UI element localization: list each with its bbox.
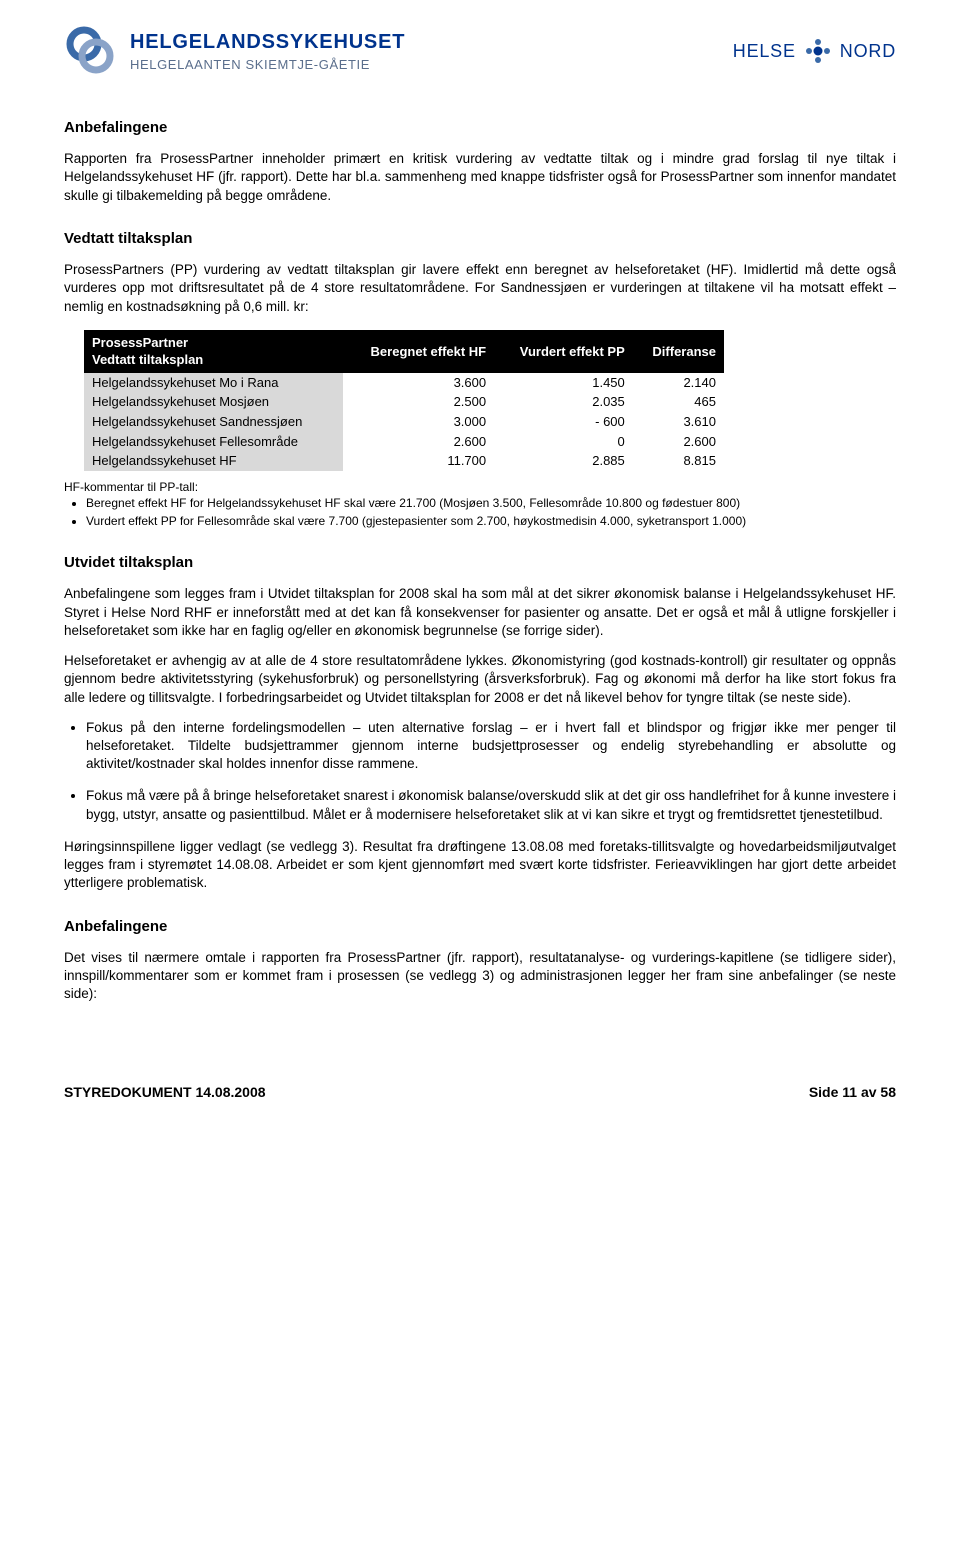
para-vedtatt-1: ProsessPartners (PP) vurdering av vedtat…	[64, 261, 896, 316]
footer-left: STYREDOKUMENT 14.08.2008	[64, 1083, 266, 1102]
para-utvidet-1: Anbefalingene som legges fram i Utvidet …	[64, 585, 896, 640]
utvidet-bullets: Fokus på den interne fordelingsmodellen …	[64, 719, 896, 824]
logo-title: HELGELANDSSYKEHUSET	[130, 29, 405, 56]
brand-right-word: NORD	[840, 39, 896, 63]
logo-left: HELGELANDSSYKEHUSET HELGELAANTEN SKIEMTJ…	[64, 24, 405, 78]
th-diff: Differanse	[633, 330, 724, 373]
brand-right: HELSE NORD	[733, 37, 896, 65]
hf-comment-list: Beregnet effekt HF for Helgelandssykehus…	[64, 495, 896, 529]
page-header: HELGELANDSSYKEHUSET HELGELAANTEN SKIEMTJ…	[64, 24, 896, 78]
logo-subtitle: HELGELAANTEN SKIEMTJE-GÅETIE	[130, 56, 405, 74]
table-row-total: Helgelandssykehuset HF 11.700 2.885 8.81…	[84, 451, 724, 471]
para-utvidet-3: Høringsinnspillene ligger vedlagt (se ve…	[64, 838, 896, 893]
para-utvidet-2: Helseforetaket er avhengig av at alle de…	[64, 652, 896, 707]
tiltaksplan-table: ProsessPartner Vedtatt tiltaksplan Bereg…	[84, 330, 724, 471]
heading-utvidet: Utvidet tiltaksplan	[64, 553, 896, 573]
table-row: Helgelandssykehuset Fellesområde 2.600 0…	[84, 432, 724, 452]
table-row: Helgelandssykehuset Sandnessjøen 3.000 -…	[84, 412, 724, 432]
th-main: ProsessPartner Vedtatt tiltaksplan	[84, 330, 343, 373]
cross-dots-icon	[804, 37, 832, 65]
heading-anbefalingene-2: Anbefalingene	[64, 917, 896, 937]
list-item: Beregnet effekt HF for Helgelandssykehus…	[86, 495, 896, 511]
heading-anbefalingene-1: Anbefalingene	[64, 118, 896, 138]
table-row: Helgelandssykehuset Mo i Rana 3.600 1.45…	[84, 373, 724, 393]
th-pp: Vurdert effekt PP	[494, 330, 633, 373]
table-row: Helgelandssykehuset Mosjøen 2.500 2.035 …	[84, 392, 724, 412]
list-item: Vurdert effekt PP for Fellesområde skal …	[86, 513, 896, 529]
list-item: Fokus må være på å bringe helseforetaket…	[86, 787, 896, 823]
rings-icon	[64, 24, 118, 78]
heading-vedtatt: Vedtatt tiltaksplan	[64, 229, 896, 249]
th-hf: Beregnet effekt HF	[343, 330, 494, 373]
para-anbefalingene-1: Rapporten fra ProsessPartner inneholder …	[64, 150, 896, 205]
brand-left-word: HELSE	[733, 39, 796, 63]
hf-comment-head: HF-kommentar til PP-tall:	[64, 479, 896, 495]
list-item: Fokus på den interne fordelingsmodellen …	[86, 719, 896, 774]
footer-right: Side 11 av 58	[809, 1083, 896, 1102]
logo-text: HELGELANDSSYKEHUSET HELGELAANTEN SKIEMTJ…	[130, 29, 405, 74]
page-footer: STYREDOKUMENT 14.08.2008 Side 11 av 58	[64, 1083, 896, 1102]
para-anbefalingene-2: Det vises til nærmere omtale i rapporten…	[64, 949, 896, 1004]
